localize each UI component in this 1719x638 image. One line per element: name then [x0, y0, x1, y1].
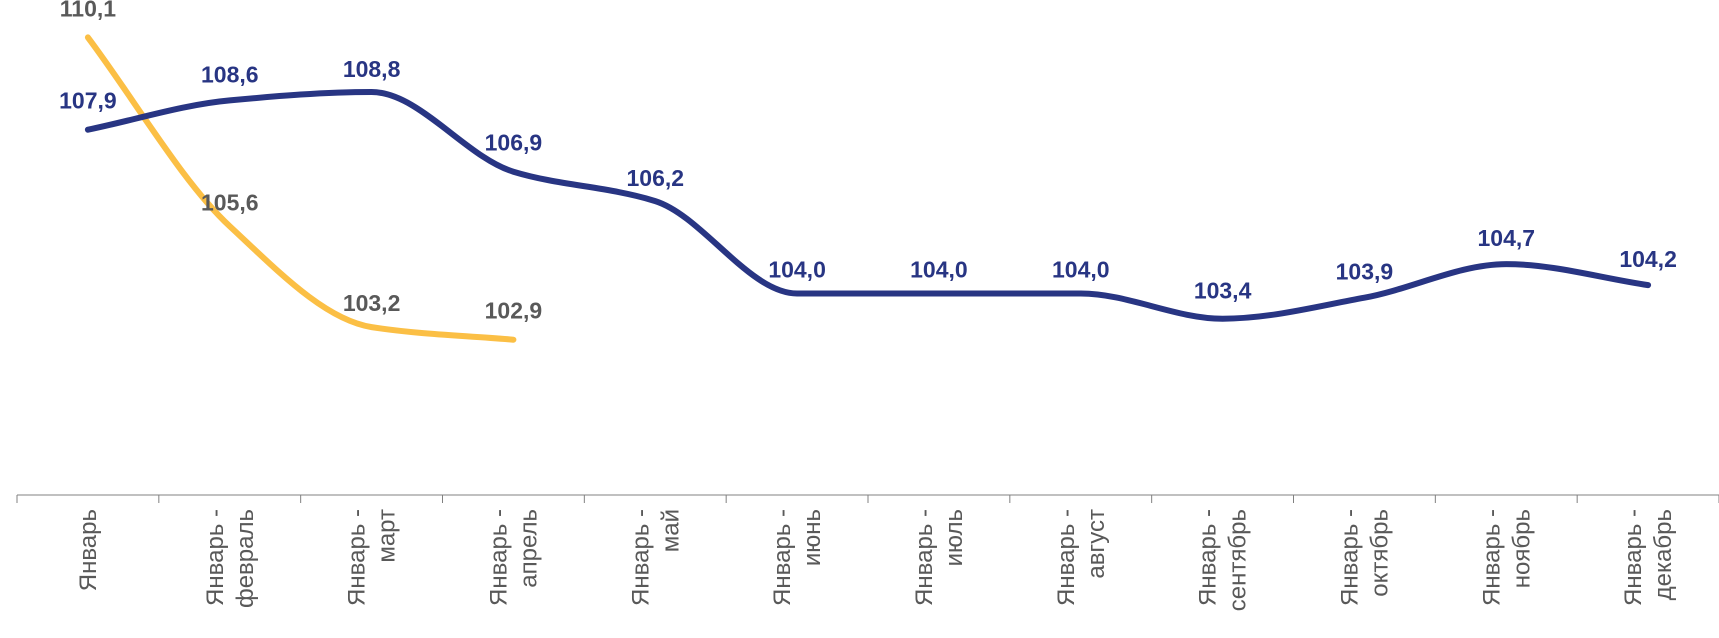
data-label: 108,6	[201, 61, 259, 87]
data-label: 106,9	[485, 130, 543, 156]
data-label: 104,7	[1478, 225, 1536, 251]
x-tick-label: Январь - октябрь	[1336, 509, 1393, 606]
data-label: 104,0	[910, 257, 968, 283]
series-line-2	[88, 37, 514, 339]
x-tick-label: Январь - июль	[911, 509, 968, 606]
data-label: 104,0	[1052, 257, 1110, 283]
x-tick-label: Январь - июнь	[769, 509, 826, 606]
data-label: 107,9	[59, 88, 117, 114]
x-tick-label: Январь - сентябрь	[1195, 509, 1252, 611]
series-lines	[88, 37, 1648, 339]
data-label: 110,1	[60, 0, 116, 21]
data-label: 103,2	[343, 290, 401, 316]
data-label: 106,2	[627, 165, 685, 191]
data-label: 108,8	[343, 56, 401, 82]
x-tick-label: Январь - декабрь	[1620, 509, 1677, 606]
x-tick-label: Январь - март	[344, 509, 401, 606]
x-tick-label: Январь - май	[627, 509, 684, 606]
x-tick-label: Январь - апрель	[485, 509, 542, 606]
x-tick-label: Январь - ноябрь	[1478, 509, 1535, 606]
series-line-1	[88, 92, 1648, 319]
x-tick-label: Январь - февраль	[202, 509, 259, 608]
x-tick-label: Январь	[75, 509, 102, 591]
data-label: 103,9	[1336, 259, 1394, 285]
x-tick-label: Январь - август	[1053, 509, 1110, 606]
data-label: 104,2	[1619, 246, 1677, 272]
data-label: 103,4	[1194, 278, 1252, 304]
data-label: 104,0	[768, 257, 826, 283]
x-axis: Январь Январь - февраль Январь - март Январь …	[17, 495, 1719, 611]
data-label: 102,9	[485, 298, 543, 324]
data-label: 105,6	[201, 189, 259, 215]
